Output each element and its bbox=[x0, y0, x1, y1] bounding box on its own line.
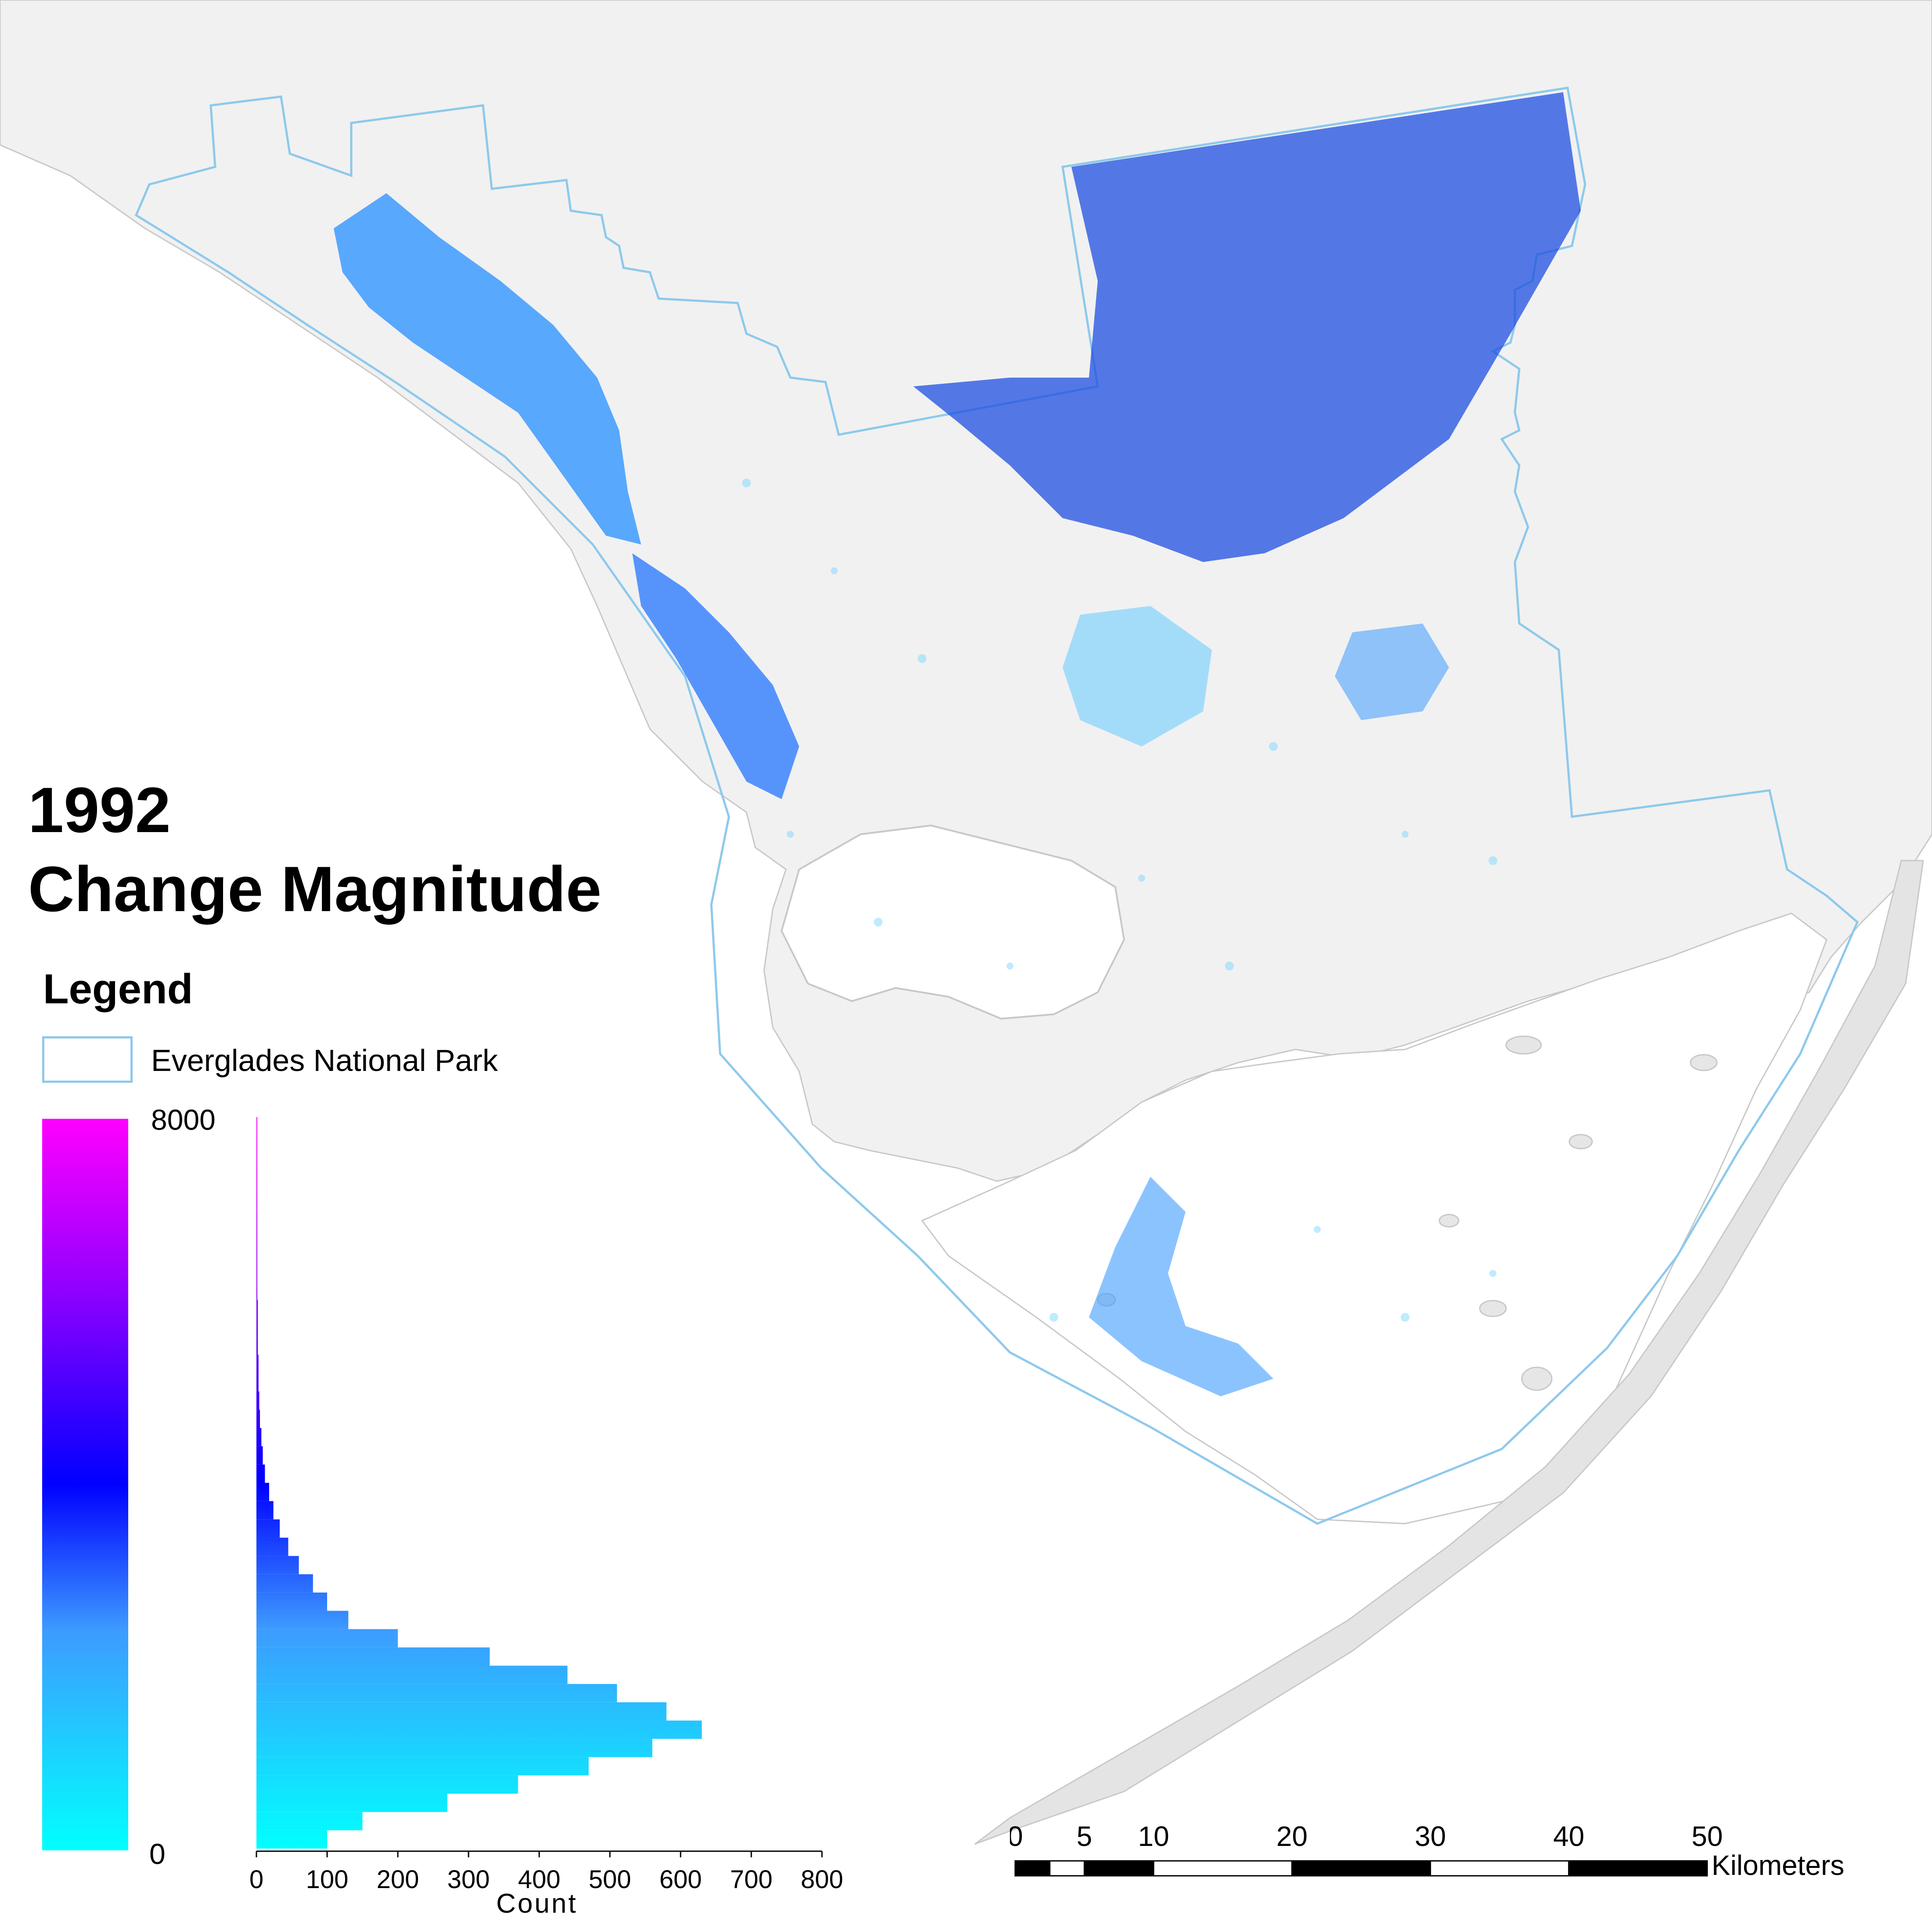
florida-bay bbox=[921, 912, 1827, 1525]
scale-bar-tick-label: 20 bbox=[1276, 1820, 1308, 1852]
ramp-min-label: 0 bbox=[149, 1838, 166, 1870]
histogram-tick-label: 300 bbox=[447, 1865, 490, 1894]
histogram-tick-label: 800 bbox=[801, 1865, 843, 1894]
color-ramp bbox=[42, 1119, 128, 1850]
scale-bar-segment bbox=[1430, 1860, 1570, 1877]
scale-bar-segment bbox=[1291, 1860, 1431, 1877]
histogram-bar bbox=[256, 1391, 260, 1410]
histogram-bars bbox=[256, 1117, 702, 1849]
histogram-bar bbox=[256, 1720, 702, 1739]
histogram-x-label: Count bbox=[496, 1889, 578, 1919]
scale-bar-segments bbox=[1014, 1860, 1708, 1877]
histogram-bar bbox=[256, 1611, 349, 1629]
sparse-change-pixels bbox=[742, 479, 1497, 1322]
histogram-bar bbox=[256, 1537, 288, 1556]
scale-bar-segment bbox=[1084, 1860, 1154, 1877]
scale-bar-tick-label: 5 bbox=[1077, 1820, 1092, 1852]
histogram-bar bbox=[256, 1245, 257, 1264]
histogram-bar bbox=[256, 1336, 258, 1355]
histogram-bar bbox=[256, 1153, 257, 1172]
scale-bar-tick-label: 50 bbox=[1691, 1820, 1723, 1852]
histogram-bar bbox=[256, 1446, 263, 1465]
histogram: 0 100 200 300 400 500 600 700 800 bbox=[249, 1117, 843, 1894]
histogram-bar bbox=[256, 1190, 257, 1209]
map-title-subtitle: Change Magnitude bbox=[28, 853, 602, 925]
histogram-bar bbox=[256, 1281, 257, 1300]
histogram-bar bbox=[256, 1464, 265, 1483]
scale-bar-tick-label: 10 bbox=[1138, 1820, 1169, 1852]
histogram-bar bbox=[256, 1483, 269, 1501]
histogram-bar bbox=[256, 1135, 257, 1154]
histogram-bar bbox=[256, 1775, 518, 1794]
histogram-bar bbox=[256, 1592, 327, 1611]
histogram-bar bbox=[256, 1409, 260, 1428]
park-boundary-swatch bbox=[42, 1036, 133, 1083]
histogram-bar bbox=[256, 1318, 258, 1337]
scale-bar-tick-label: 0 bbox=[1010, 1820, 1023, 1852]
scale-bar-segment bbox=[1568, 1860, 1708, 1877]
histogram-bar bbox=[256, 1519, 280, 1538]
histogram-bar bbox=[256, 1373, 259, 1391]
histogram-bar bbox=[256, 1739, 652, 1757]
histogram-bar bbox=[256, 1428, 262, 1446]
histogram-tick-label: 100 bbox=[306, 1865, 349, 1894]
histogram-bar bbox=[256, 1300, 258, 1319]
histogram-bar bbox=[256, 1629, 398, 1647]
histogram-tick-label: 700 bbox=[730, 1865, 773, 1894]
histogram-bar bbox=[256, 1757, 589, 1776]
park-boundary-label: Everglades National Park bbox=[151, 1043, 498, 1078]
florida-keys bbox=[974, 860, 1924, 1845]
histogram-tick-label: 500 bbox=[589, 1865, 631, 1894]
histogram-bar bbox=[256, 1665, 568, 1684]
scale-bar-segment bbox=[1049, 1860, 1085, 1877]
histogram-bar bbox=[256, 1574, 313, 1593]
histogram-tick-label: 600 bbox=[660, 1865, 702, 1894]
park-boundary bbox=[134, 87, 1859, 1525]
histogram-bar bbox=[256, 1794, 447, 1812]
histogram-bar bbox=[256, 1501, 274, 1520]
scale-bar-tick-label: 40 bbox=[1553, 1820, 1584, 1852]
histogram-bar bbox=[256, 1830, 327, 1849]
histogram-bar bbox=[256, 1647, 490, 1666]
scale-bar-tick-label: 30 bbox=[1415, 1820, 1446, 1852]
histogram-x-ticks: 0 100 200 300 400 500 600 700 800 bbox=[249, 1851, 843, 1894]
coastal-bay bbox=[780, 824, 1125, 1020]
scale-bar-segment bbox=[1153, 1860, 1293, 1877]
histogram-bar bbox=[256, 1117, 257, 1135]
legend-heading: Legend bbox=[43, 966, 193, 1013]
histogram-tick-label: 400 bbox=[518, 1865, 561, 1894]
histogram-bar bbox=[256, 1263, 257, 1282]
histogram-bar bbox=[256, 1812, 363, 1831]
change-pixels bbox=[334, 92, 1581, 1396]
histogram-bar bbox=[256, 1702, 667, 1721]
histogram-tick-label: 200 bbox=[377, 1865, 419, 1894]
histogram-bar bbox=[256, 1171, 257, 1190]
histogram-bar bbox=[256, 1208, 257, 1227]
map-title-year: 1992 bbox=[28, 774, 171, 846]
histogram-bar bbox=[256, 1355, 259, 1373]
histogram-bar bbox=[256, 1684, 617, 1702]
histogram-tick-label: 0 bbox=[249, 1865, 263, 1894]
scale-bar-unit-label: Kilometers bbox=[1712, 1849, 1844, 1881]
histogram-bar bbox=[256, 1226, 257, 1245]
histogram-bar bbox=[256, 1556, 299, 1575]
ramp-max-label: 8000 bbox=[151, 1103, 216, 1136]
scale-bar-segment bbox=[1014, 1860, 1051, 1877]
